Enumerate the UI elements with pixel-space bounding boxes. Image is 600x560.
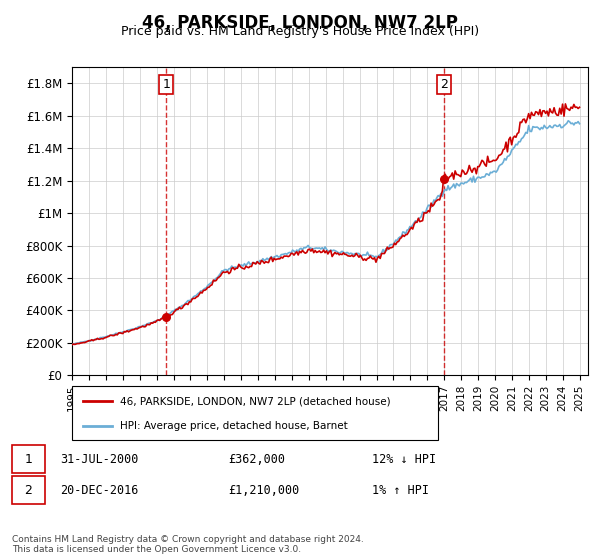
Text: 12% ↓ HPI: 12% ↓ HPI xyxy=(372,452,436,466)
Point xyxy=(161,312,171,321)
Text: 2: 2 xyxy=(440,78,448,91)
Text: 1: 1 xyxy=(24,452,32,466)
Text: 20-DEC-2016: 20-DEC-2016 xyxy=(60,483,139,497)
Point xyxy=(439,175,448,184)
Text: 1: 1 xyxy=(163,78,170,91)
Text: 2: 2 xyxy=(24,483,32,497)
Text: HPI: Average price, detached house, Barnet: HPI: Average price, detached house, Barn… xyxy=(119,421,347,431)
Text: 46, PARKSIDE, LONDON, NW7 2LP (detached house): 46, PARKSIDE, LONDON, NW7 2LP (detached … xyxy=(119,396,390,407)
Text: 46, PARKSIDE, LONDON, NW7 2LP: 46, PARKSIDE, LONDON, NW7 2LP xyxy=(142,14,458,32)
Text: 31-JUL-2000: 31-JUL-2000 xyxy=(60,452,139,466)
Text: 1% ↑ HPI: 1% ↑ HPI xyxy=(372,483,429,497)
Text: Contains HM Land Registry data © Crown copyright and database right 2024.
This d: Contains HM Land Registry data © Crown c… xyxy=(12,535,364,554)
FancyBboxPatch shape xyxy=(72,386,438,440)
Text: £1,210,000: £1,210,000 xyxy=(228,483,299,497)
Text: Price paid vs. HM Land Registry's House Price Index (HPI): Price paid vs. HM Land Registry's House … xyxy=(121,25,479,38)
Text: £362,000: £362,000 xyxy=(228,452,285,466)
